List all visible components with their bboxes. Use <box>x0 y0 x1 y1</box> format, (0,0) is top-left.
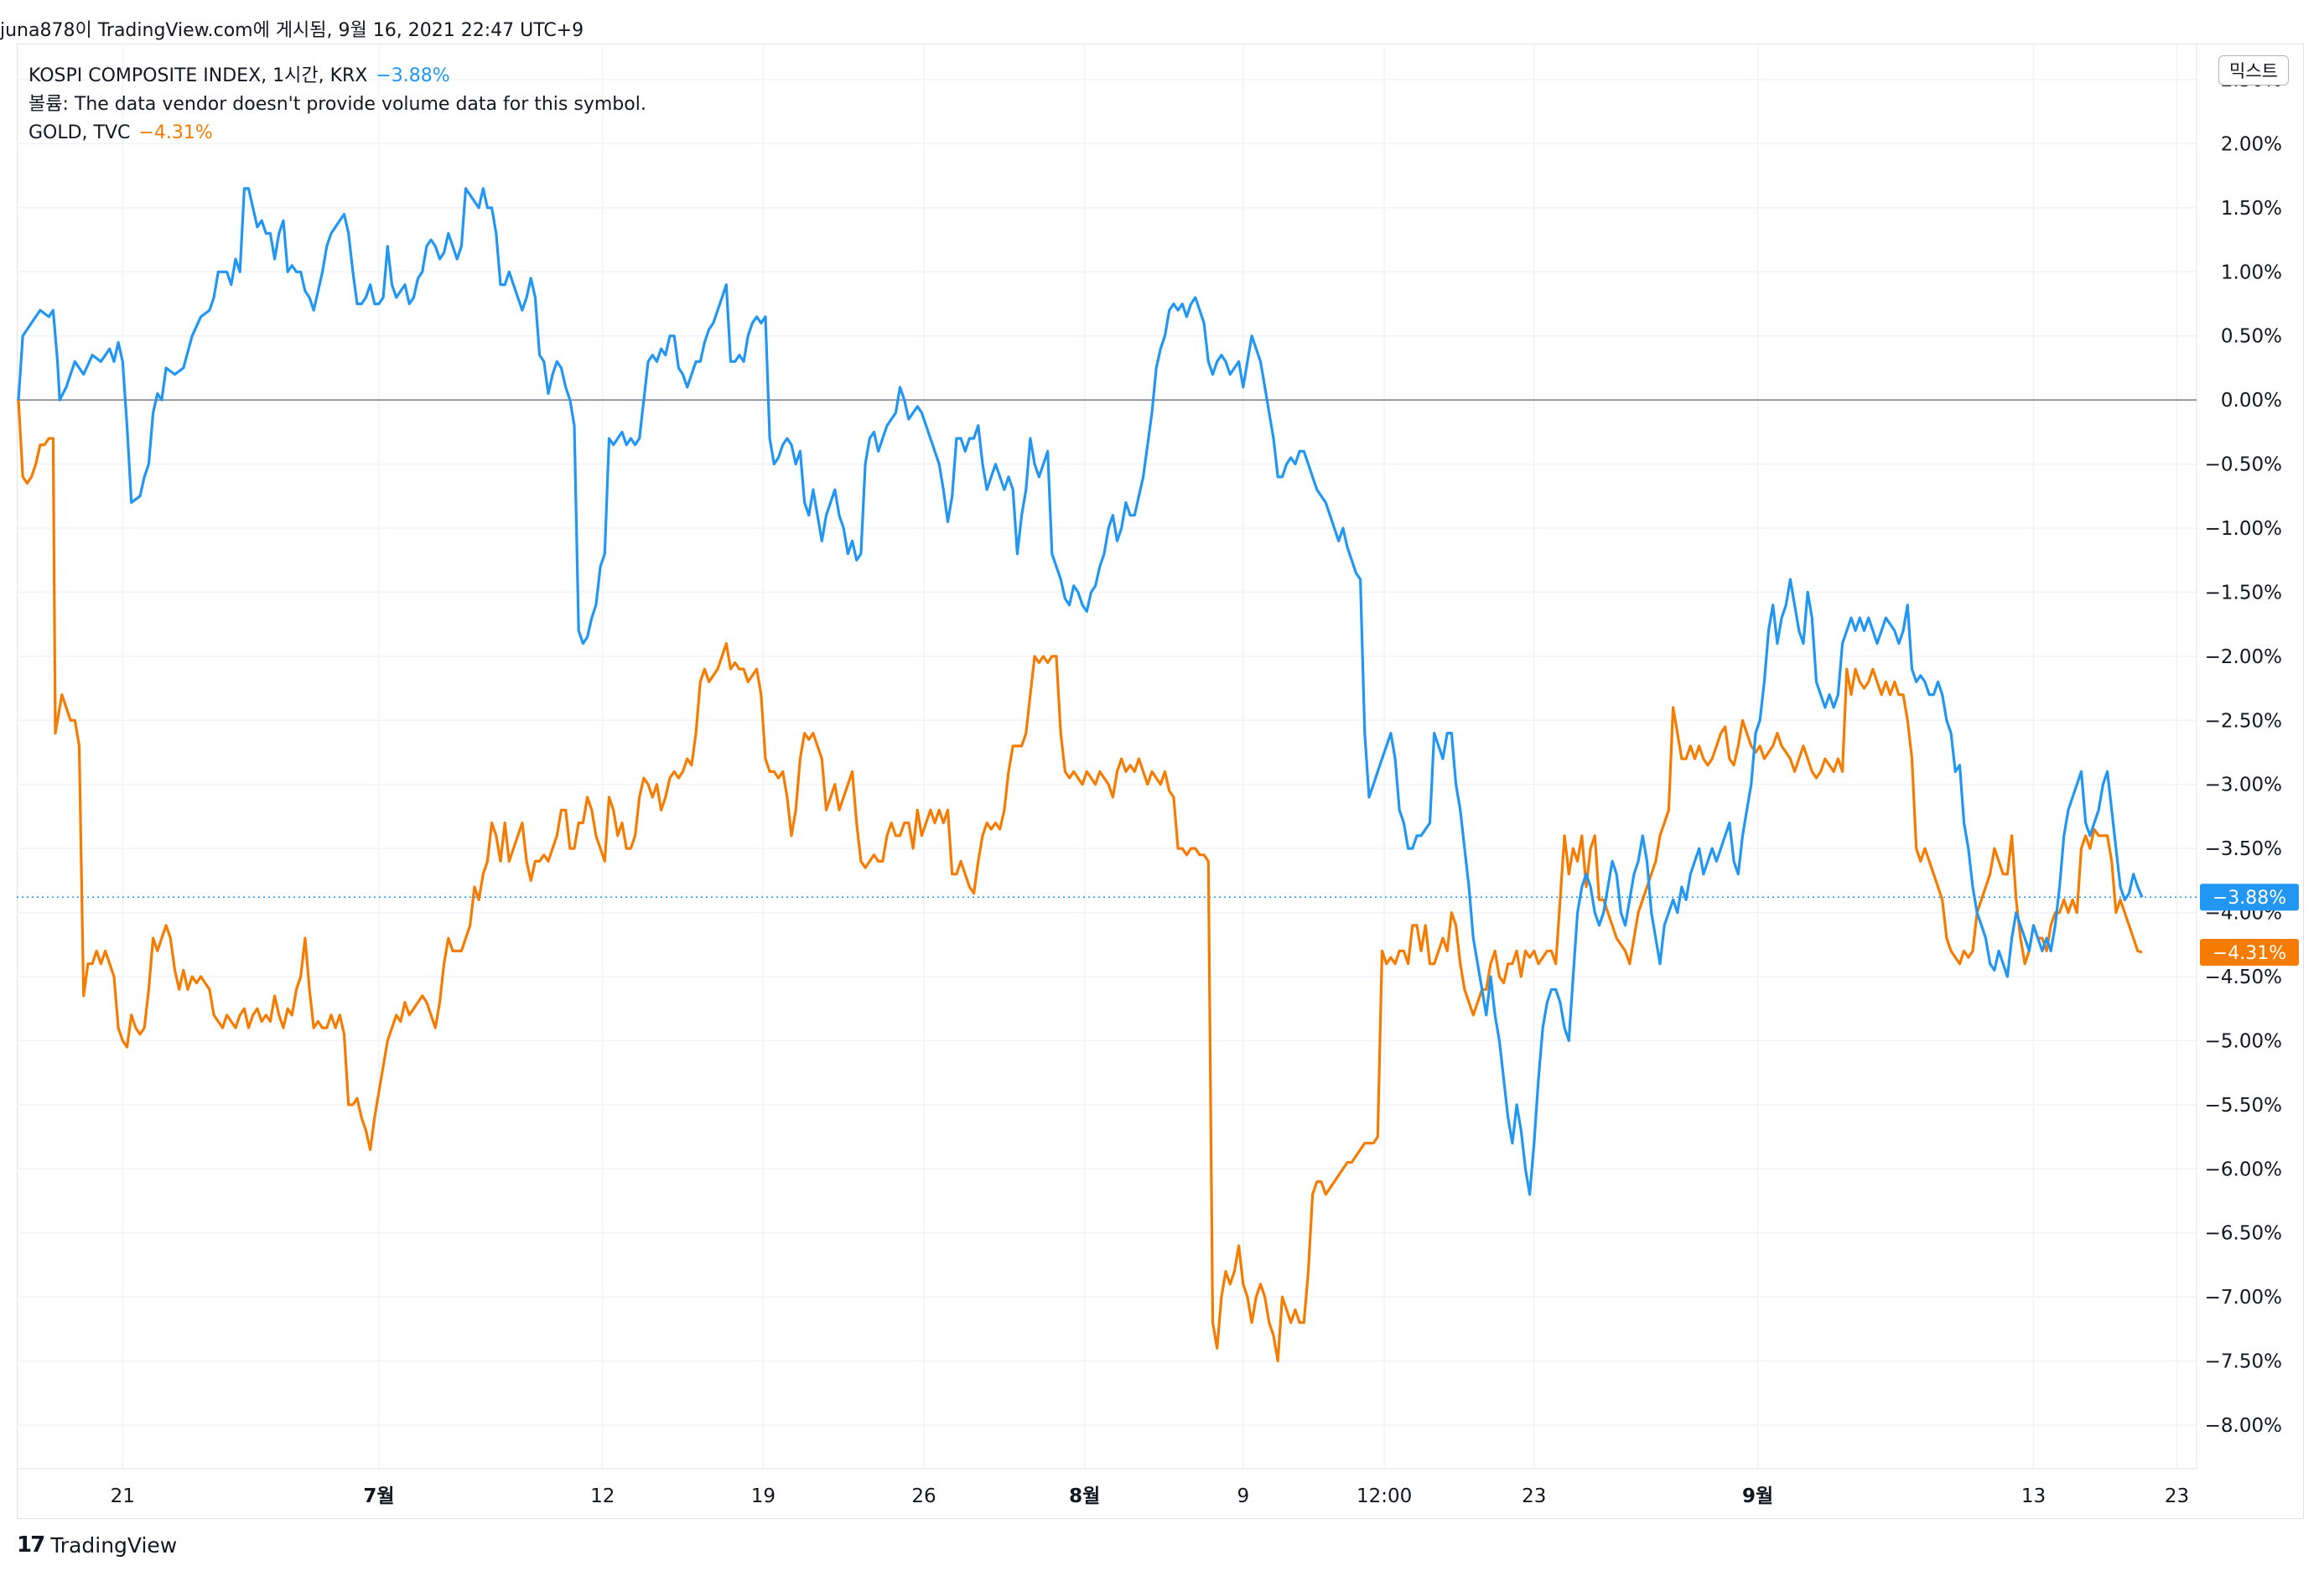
gold-symbol-label: GOLD, TVC <box>29 122 131 143</box>
gold-last-value-badge <box>2200 938 2299 966</box>
tradingview-logo[interactable]: 17 TradingView <box>17 1532 177 1558</box>
y-tick-label: −4.50% <box>2205 967 2282 988</box>
gold-legend-row[interactable]: GOLD, TVC −4.31% <box>29 119 646 148</box>
y-tick-label: −1.50% <box>2205 582 2282 604</box>
y-tick-label: 1.00% <box>2221 262 2282 283</box>
y-tick-label: −7.50% <box>2205 1351 2282 1373</box>
y-tick-label: 2.00% <box>2221 133 2282 155</box>
y-tick-label: −5.50% <box>2205 1095 2282 1117</box>
gold-change-value: −4.31% <box>138 122 213 143</box>
tradingview-logo-icon: 17 <box>17 1532 45 1558</box>
chart-legend: KOSPI COMPOSITE INDEX, 1시간, KRX −3.88% 볼륨… <box>29 62 646 148</box>
gold-series-line <box>17 400 2143 1363</box>
y-tick-label: 1.50% <box>2221 198 2282 220</box>
y-tick-label: 0.00% <box>2221 390 2282 412</box>
price-axis[interactable]: 2.50%2.00%1.50%1.00%0.50%0.00%−0.50%−1.0… <box>2205 70 2282 1437</box>
last-value-badges: −3.88% −4.31% <box>2200 884 2299 966</box>
tradingview-logo-text: TradingView <box>50 1532 178 1558</box>
x-tick-label: 9 <box>1237 1485 1249 1507</box>
gold-last-value-text: −4.31% <box>2212 943 2286 964</box>
x-tick-label: 23 <box>2165 1485 2189 1507</box>
series-lines <box>17 187 2144 1363</box>
kospi-symbol-label: KOSPI COMPOSITE INDEX, 1시간, KRX <box>29 65 368 86</box>
y-tick-label: −6.00% <box>2205 1159 2282 1180</box>
volume-note: 볼륨: The data vendor doesn't provide volu… <box>29 94 646 115</box>
kospi-series-line <box>17 187 2144 1196</box>
kospi-change-value: −3.88% <box>376 65 450 86</box>
x-tick-label: 23 <box>1522 1485 1546 1507</box>
x-tick-label: 19 <box>751 1485 776 1507</box>
y-tick-label: −2.00% <box>2205 646 2282 668</box>
x-tick-label: 21 <box>111 1485 135 1507</box>
published-by-text: juna878이 TradingView.com에 게시됨, 9월 16, 20… <box>0 20 584 41</box>
x-tick-label: 8월 <box>1069 1485 1100 1507</box>
kospi-legend-row[interactable]: KOSPI COMPOSITE INDEX, 1시간, KRX −3.88% <box>29 62 646 91</box>
x-tick-label: 12:00 <box>1357 1485 1412 1507</box>
x-tick-label: 26 <box>911 1485 936 1507</box>
x-tick-label: 12 <box>590 1485 615 1507</box>
scale-mode-button[interactable]: 믹스트 <box>2218 55 2289 86</box>
y-tick-label: 0.50% <box>2221 326 2282 348</box>
y-tick-label: −0.50% <box>2205 454 2282 476</box>
kospi-last-value-text: −3.88% <box>2212 888 2286 909</box>
x-tick-label: 7월 <box>363 1485 394 1507</box>
x-tick-label: 9월 <box>1742 1485 1773 1507</box>
y-tick-label: −7.00% <box>2205 1287 2282 1309</box>
time-axis[interactable]: 21 7월 12 19 26 8월 9 12:00 23 9월 13 23 <box>111 1485 2189 1507</box>
y-tick-label: −5.00% <box>2205 1030 2282 1052</box>
kospi-last-value-badge <box>2200 884 2299 911</box>
chart-frame <box>17 44 2304 1519</box>
y-tick-label: −3.00% <box>2205 775 2282 796</box>
y-tick-label: −2.50% <box>2205 710 2282 732</box>
x-tick-label: 13 <box>2021 1485 2046 1507</box>
y-tick-label: −1.00% <box>2205 518 2282 540</box>
y-tick-label: −3.50% <box>2205 838 2282 860</box>
y-tick-label: −8.00% <box>2205 1415 2282 1437</box>
y-tick-label: −6.50% <box>2205 1223 2282 1245</box>
gridlines <box>17 44 2197 1469</box>
